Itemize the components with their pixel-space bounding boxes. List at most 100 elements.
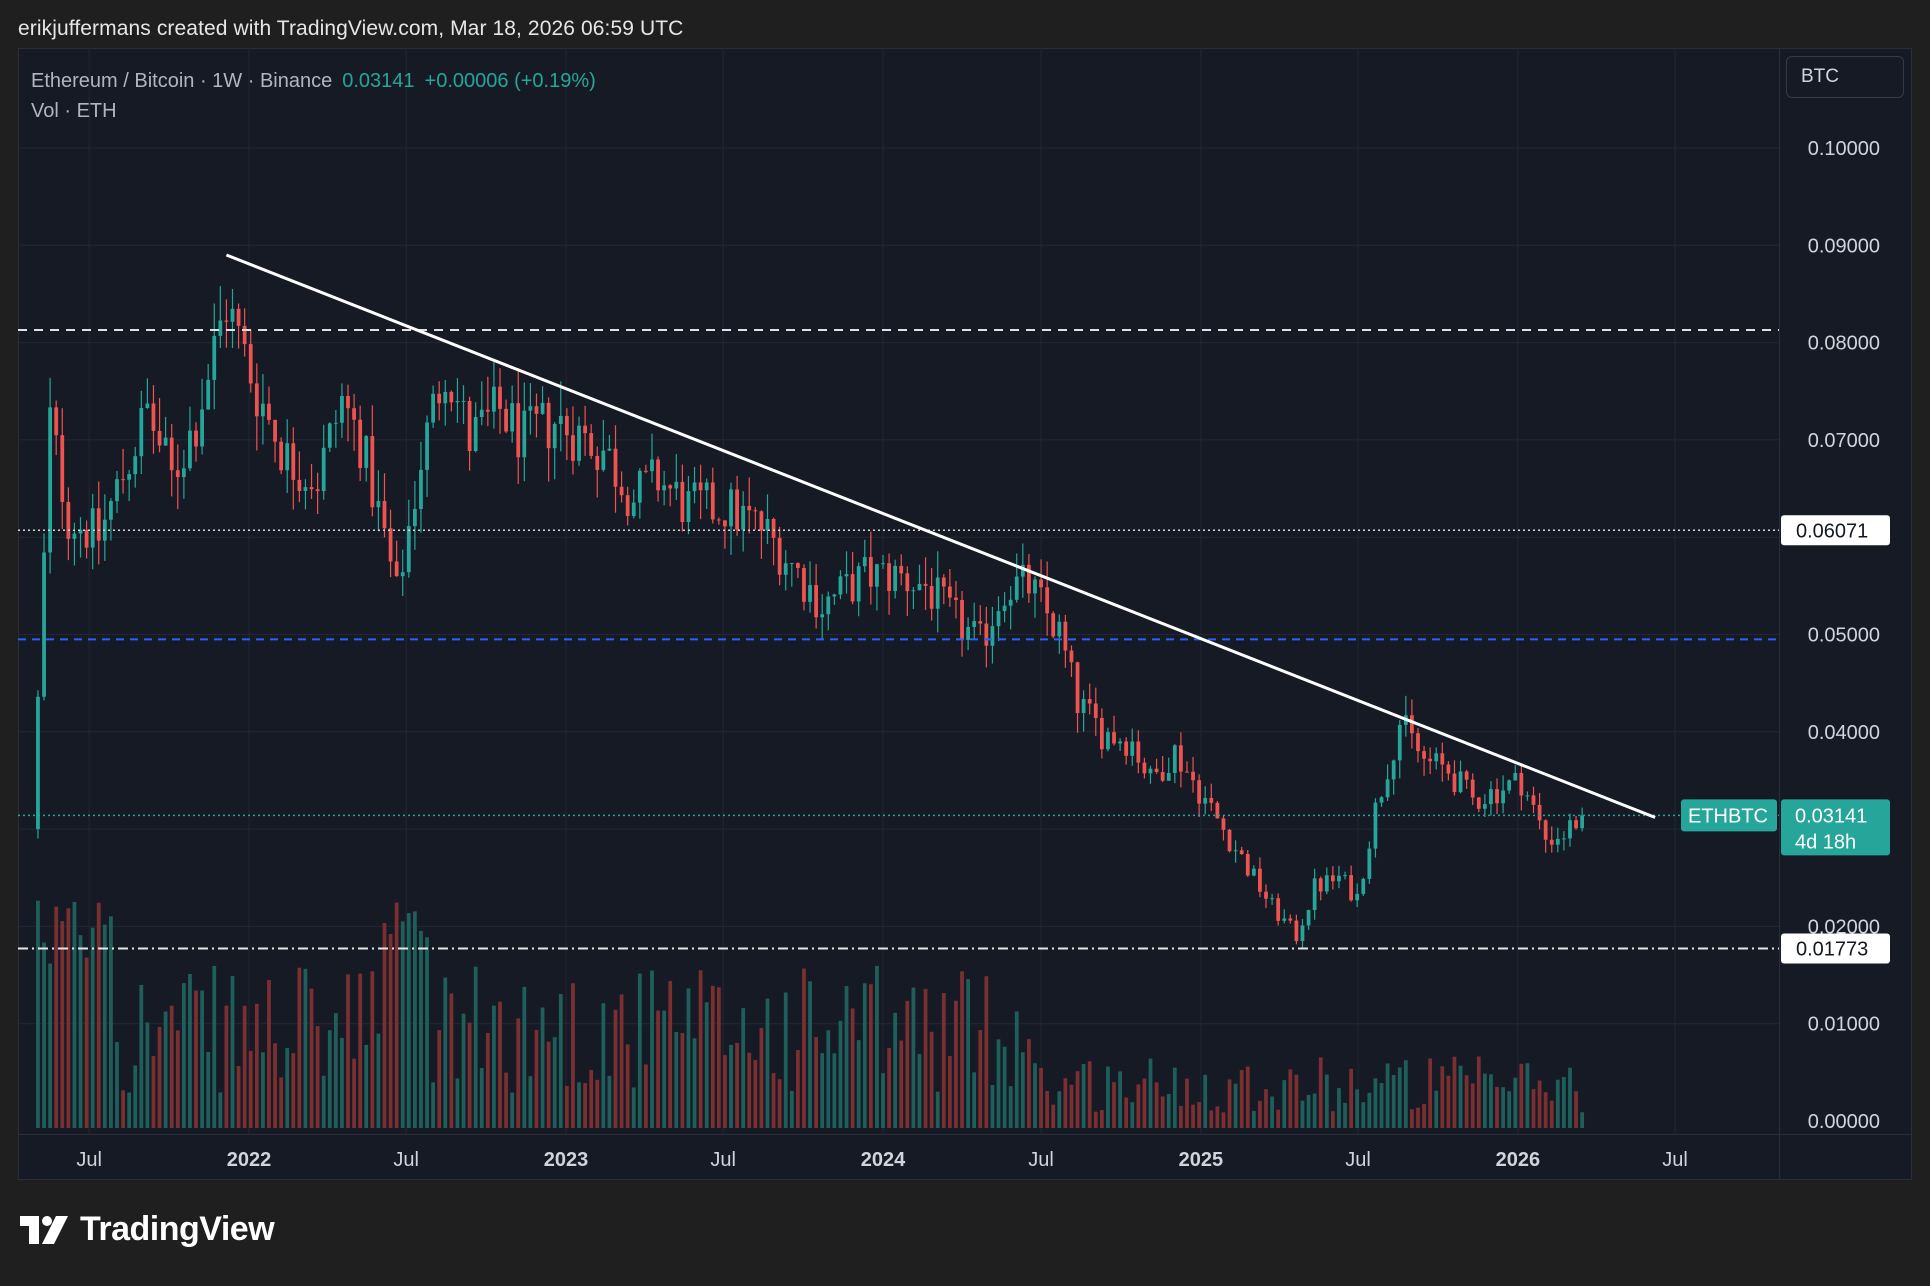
candle-body[interactable] bbox=[1209, 797, 1214, 803]
candle-body[interactable] bbox=[1203, 797, 1208, 804]
candle-body[interactable] bbox=[1300, 925, 1305, 942]
candle-body[interactable] bbox=[194, 430, 198, 447]
candle-body[interactable] bbox=[1154, 768, 1159, 773]
candle-body[interactable] bbox=[242, 325, 247, 345]
candle-body[interactable] bbox=[309, 487, 314, 490]
candle-body[interactable] bbox=[923, 583, 928, 586]
candle-body[interactable] bbox=[905, 573, 910, 592]
candle-body[interactable] bbox=[200, 409, 204, 447]
candle-body[interactable] bbox=[36, 696, 40, 830]
candle-body[interactable] bbox=[1185, 771, 1189, 773]
candle-body[interactable] bbox=[644, 470, 648, 472]
candle-body[interactable] bbox=[1562, 838, 1566, 840]
candle-body[interactable] bbox=[1106, 732, 1110, 750]
volume-legend-row[interactable]: Vol · ETH bbox=[31, 96, 596, 126]
candle-body[interactable] bbox=[650, 459, 654, 472]
candle-body[interactable] bbox=[777, 537, 782, 575]
candle-body[interactable] bbox=[1513, 773, 1518, 781]
candle-body[interactable] bbox=[1008, 599, 1013, 606]
candle-body[interactable] bbox=[1245, 854, 1250, 876]
candle-body[interactable] bbox=[1330, 875, 1335, 882]
candle-body[interactable] bbox=[1020, 564, 1025, 577]
candle-body[interactable] bbox=[802, 568, 806, 602]
candle-body[interactable] bbox=[540, 402, 545, 414]
candle-body[interactable] bbox=[552, 423, 557, 449]
candle-body[interactable] bbox=[352, 408, 356, 420]
candle-body[interactable] bbox=[1531, 795, 1536, 805]
candle-body[interactable] bbox=[1482, 804, 1487, 809]
candle-body[interactable] bbox=[662, 485, 667, 491]
candle-body[interactable] bbox=[1501, 790, 1505, 804]
candle-body[interactable] bbox=[1580, 815, 1585, 829]
candle-body[interactable] bbox=[522, 410, 527, 458]
symbol-legend-row[interactable]: Ethereum / Bitcoin · 1W · Binance 0.03141… bbox=[31, 66, 596, 96]
candle-body[interactable] bbox=[1397, 724, 1402, 761]
candle-body[interactable] bbox=[90, 508, 95, 548]
candle-body[interactable] bbox=[1318, 878, 1323, 892]
candle-body[interactable] bbox=[1537, 804, 1542, 821]
candle-body[interactable] bbox=[637, 470, 642, 503]
candle-body[interactable] bbox=[261, 403, 265, 417]
candle-body[interactable] bbox=[1470, 779, 1475, 798]
candle-body[interactable] bbox=[1525, 795, 1530, 797]
candle-body[interactable] bbox=[844, 574, 849, 577]
candle-body[interactable] bbox=[850, 574, 855, 602]
candle-body[interactable] bbox=[668, 485, 673, 489]
candle-body[interactable] bbox=[1081, 698, 1086, 714]
candle-body[interactable] bbox=[1112, 732, 1116, 744]
candle-body[interactable] bbox=[1027, 564, 1031, 594]
candle-body[interactable] bbox=[1239, 850, 1244, 855]
candle-body[interactable] bbox=[1367, 848, 1372, 879]
candle-body[interactable] bbox=[1160, 772, 1165, 781]
drawings[interactable] bbox=[18, 253, 1779, 950]
candle-body[interactable] bbox=[1251, 868, 1256, 876]
candle-body[interactable] bbox=[1294, 920, 1299, 942]
candle-body[interactable] bbox=[297, 479, 302, 491]
candle-body[interactable] bbox=[1379, 797, 1384, 803]
candle-body[interactable] bbox=[972, 621, 977, 627]
candle-body[interactable] bbox=[947, 586, 952, 598]
candle-body[interactable] bbox=[479, 409, 484, 418]
candle-body[interactable] bbox=[723, 520, 727, 527]
candle-body[interactable] bbox=[1014, 576, 1019, 600]
candle-body[interactable] bbox=[1440, 753, 1445, 765]
candle-body[interactable] bbox=[887, 563, 891, 592]
candle-body[interactable] bbox=[1288, 918, 1293, 921]
candle-body[interactable] bbox=[151, 403, 156, 431]
candle-body[interactable] bbox=[613, 448, 618, 487]
candle-body[interactable] bbox=[929, 585, 934, 609]
candle-body[interactable] bbox=[978, 621, 983, 624]
candle-body[interactable] bbox=[157, 430, 162, 446]
candle-body[interactable] bbox=[455, 401, 460, 403]
candle-body[interactable] bbox=[765, 518, 770, 531]
candle-body[interactable] bbox=[485, 409, 490, 412]
candle-body[interactable] bbox=[1410, 715, 1414, 734]
candle-body[interactable] bbox=[218, 320, 223, 336]
candle-body[interactable] bbox=[1574, 820, 1578, 829]
candle-body[interactable] bbox=[753, 510, 758, 512]
candle-body[interactable] bbox=[42, 552, 46, 697]
candle-body[interactable] bbox=[443, 391, 448, 404]
candle-body[interactable] bbox=[340, 395, 344, 423]
candle-body[interactable] bbox=[279, 441, 284, 471]
candle-body[interactable] bbox=[1276, 898, 1281, 921]
candle-body[interactable] bbox=[212, 335, 217, 380]
candle-body[interactable] bbox=[1349, 875, 1354, 901]
candle-body[interactable] bbox=[364, 436, 369, 468]
candle-body[interactable] bbox=[1312, 878, 1317, 911]
time-axis[interactable]: Jul 2022 Jul 2023 Jul 2024 Jul 2025 Jul 2026 Jul bbox=[76, 1149, 1687, 1171]
candle-body[interactable] bbox=[78, 529, 83, 534]
candle-body[interactable] bbox=[1428, 758, 1433, 762]
candle-body[interactable] bbox=[145, 403, 150, 408]
candle-body[interactable] bbox=[875, 564, 879, 587]
candle-body[interactable] bbox=[564, 415, 569, 436]
candle-body[interactable] bbox=[437, 393, 442, 404]
candle-body[interactable] bbox=[1136, 741, 1141, 763]
candle-body[interactable] bbox=[1148, 768, 1153, 774]
candle-body[interactable] bbox=[1282, 918, 1287, 921]
candle-body[interactable] bbox=[571, 435, 575, 461]
candle-body[interactable] bbox=[1355, 893, 1360, 901]
candle-body[interactable] bbox=[504, 408, 508, 432]
candle-body[interactable] bbox=[1495, 789, 1499, 804]
candle-body[interactable] bbox=[1549, 839, 1554, 845]
